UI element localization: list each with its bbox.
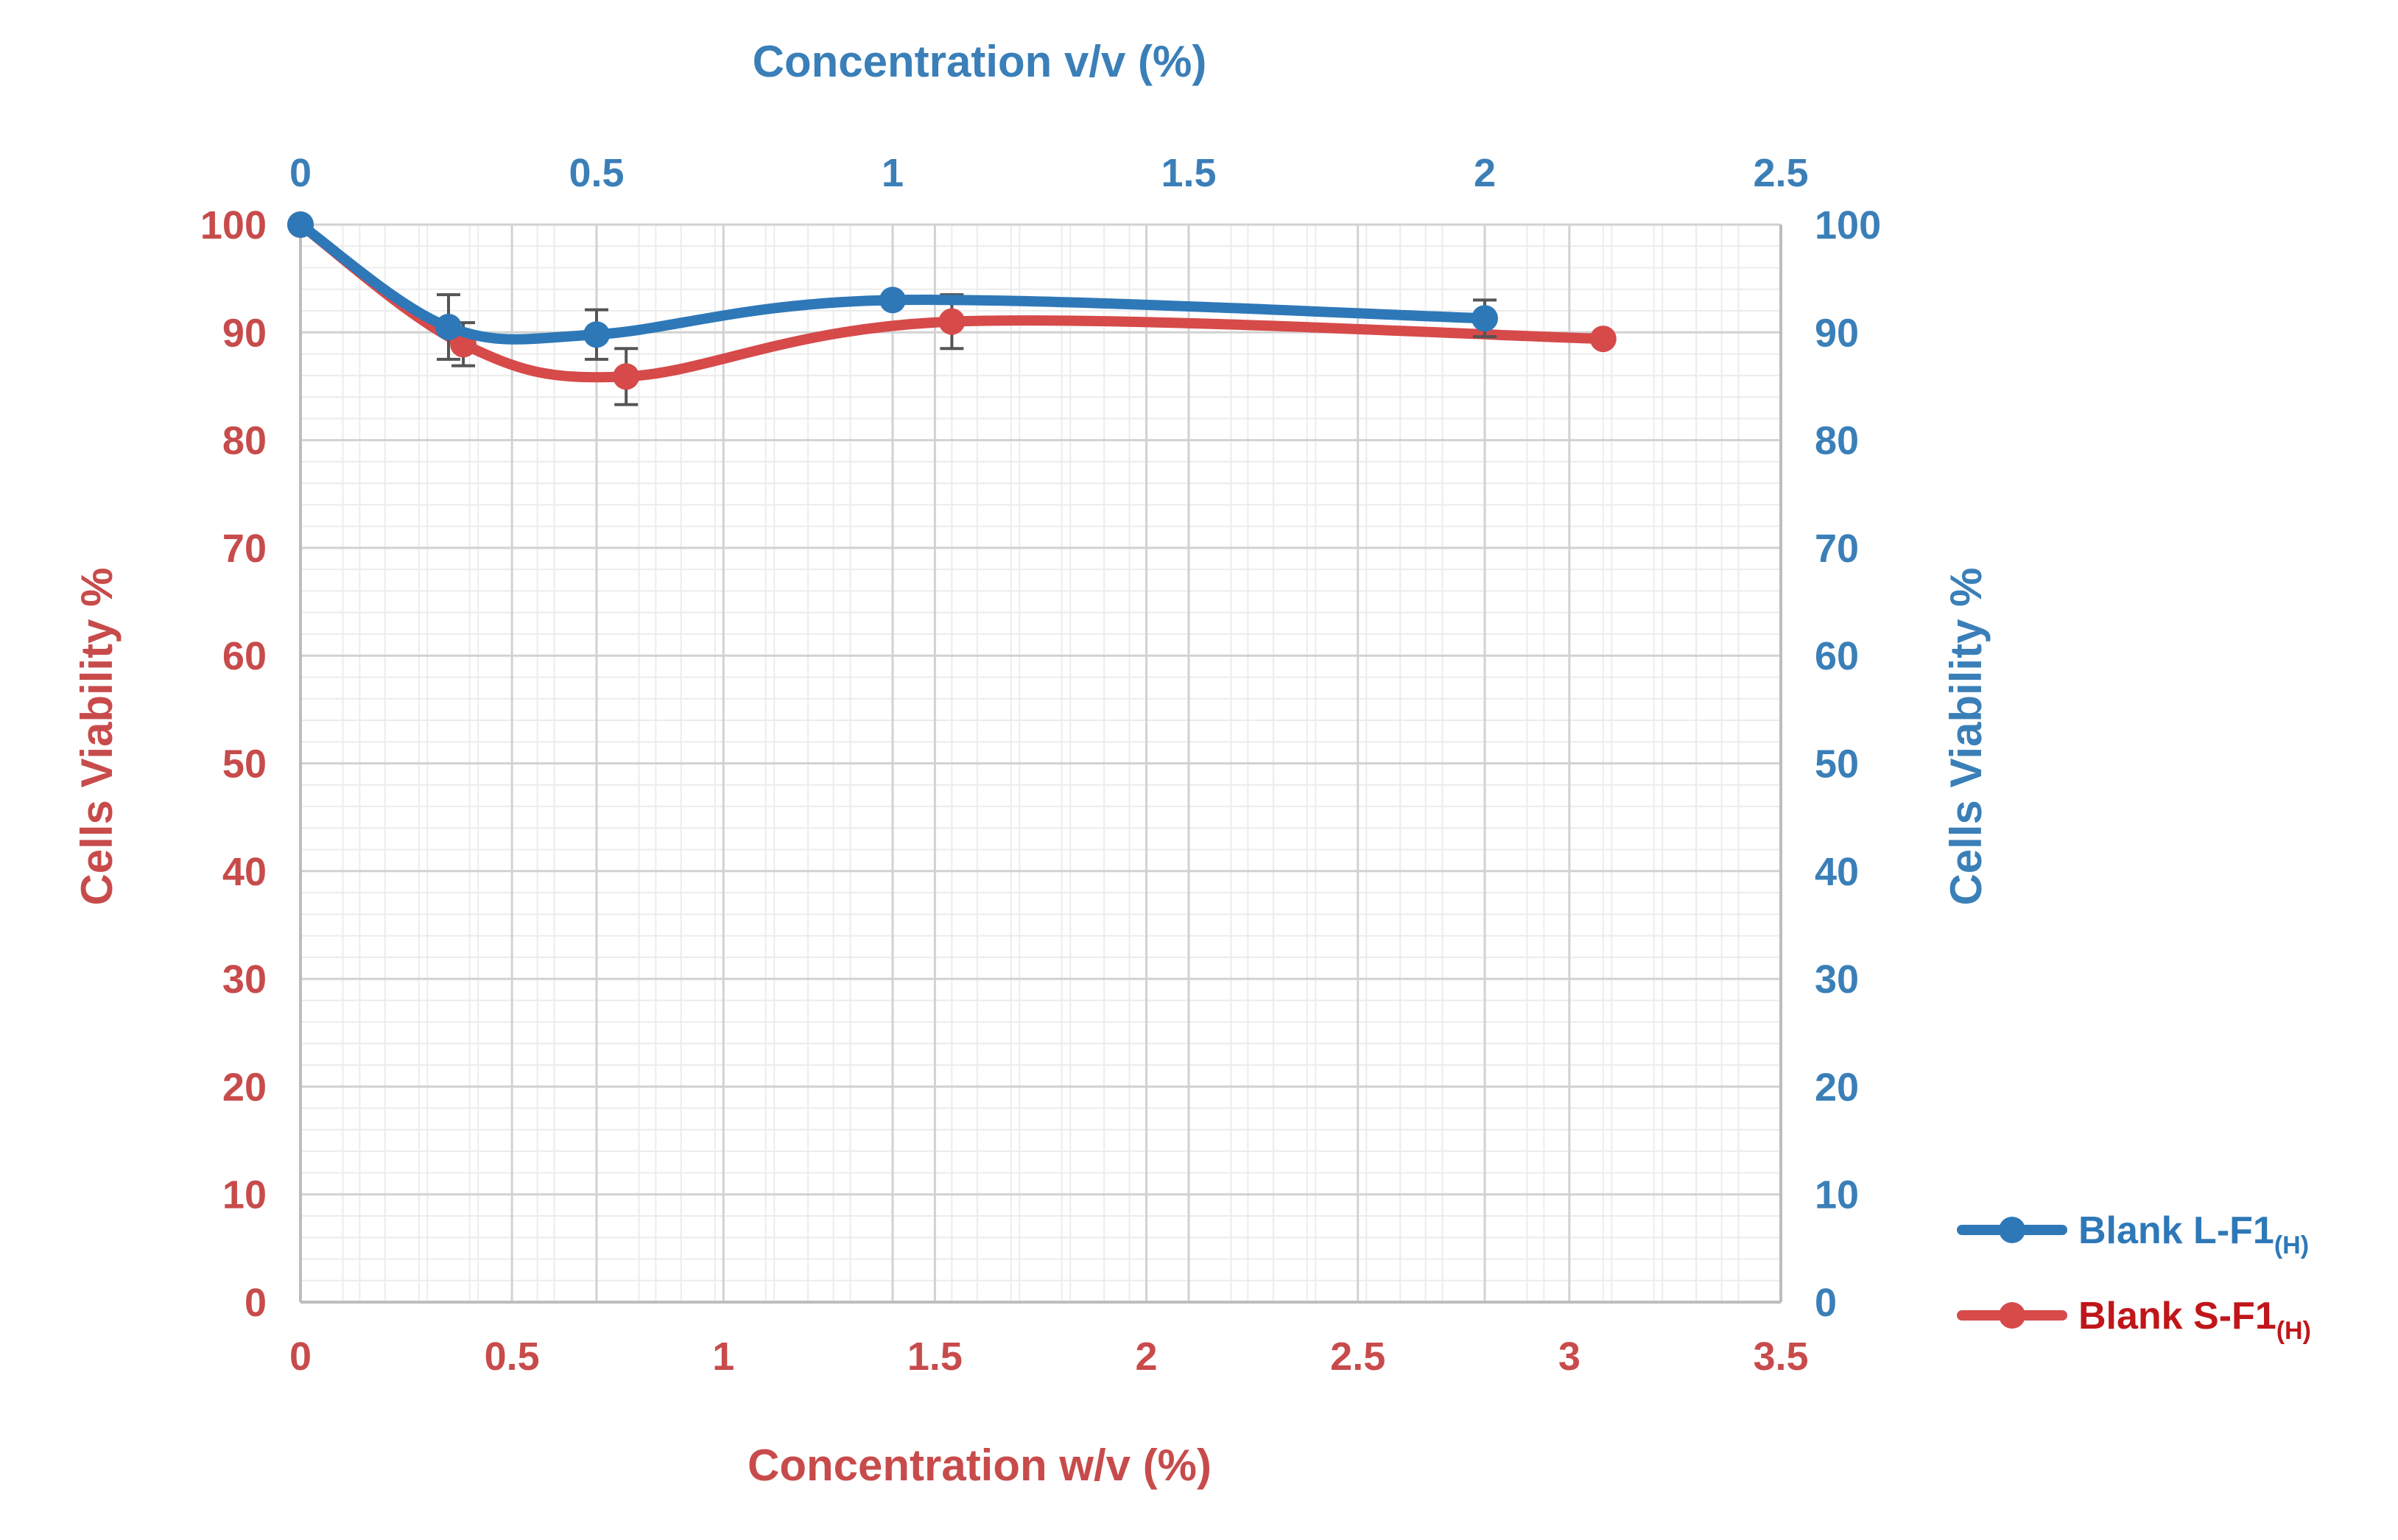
data-point — [938, 308, 966, 335]
top-x-tick-label: 1 — [882, 151, 904, 195]
legend-name: Blank L-F1 — [2078, 1209, 2274, 1252]
top-x-tick-label: 0.5 — [569, 151, 624, 195]
right-y-tick-label: 30 — [1815, 957, 1859, 1002]
bottom-x-tick-label: 2.5 — [1330, 1335, 1385, 1379]
legend-label-blank-s-f1: Blank S-F1(H) — [2078, 1295, 2311, 1345]
bottom-x-tick-label: 1 — [712, 1335, 734, 1379]
bottom-x-tick-label: 3 — [1558, 1335, 1580, 1379]
right-y-tick-label: 50 — [1815, 742, 1859, 787]
data-point — [1472, 305, 1498, 332]
left-y-tick-label: 90 — [222, 311, 267, 355]
legend-label-blank-l-f1: Blank L-F1(H) — [2078, 1209, 2309, 1259]
bottom-x-tick-label: 0 — [289, 1335, 312, 1379]
bottom-x-axis-title: Concentration w/v (%) — [748, 1441, 1212, 1490]
bottom-x-tick-label: 3.5 — [1753, 1335, 1808, 1379]
left-y-tick-label: 10 — [222, 1173, 267, 1217]
left-y-tick-label: 20 — [222, 1065, 267, 1109]
data-point — [583, 321, 610, 348]
right-y-axis-title: Cells Viability % — [1941, 567, 1991, 905]
gridlines — [299, 223, 1782, 1304]
legend-item-blank-s-f1: Blank S-F1(H) — [1957, 1295, 2311, 1345]
legend: Blank L-F1(H) Blank S-F1(H) — [1957, 1209, 2311, 1345]
legend-marker-blank-s-f1 — [1999, 1302, 2025, 1329]
left-y-tick-label: 100 — [200, 203, 267, 247]
left-y-tick-label: 50 — [222, 742, 267, 787]
series-line — [295, 219, 1490, 345]
legend-name: Blank S-F1 — [2078, 1295, 2276, 1337]
right-y-tick-label: 40 — [1815, 850, 1859, 894]
top-x-axis-title: Concentration v/v (%) — [753, 37, 1207, 86]
right-y-tick-label: 0 — [1815, 1281, 1837, 1325]
right-y-tick-label: 20 — [1815, 1065, 1859, 1109]
right-y-tick-label: 80 — [1815, 419, 1859, 463]
left-y-tick-label: 30 — [222, 957, 267, 1002]
legend-subscript: (H) — [2274, 1231, 2309, 1259]
top-x-tick-label: 1.5 — [1161, 151, 1216, 195]
data-point — [287, 211, 314, 238]
data-point — [435, 313, 462, 340]
bottom-x-tick-label: 2 — [1136, 1335, 1158, 1379]
right-y-tick-label: 90 — [1815, 311, 1859, 355]
left-y-tick-label: 60 — [222, 634, 267, 678]
top-x-tick-label: 2 — [1474, 151, 1496, 195]
legend-marker-blank-l-f1 — [1999, 1217, 2025, 1243]
series-blank-l-f1 — [287, 211, 1498, 361]
left-y-tick-label: 70 — [222, 527, 267, 571]
data-point — [1589, 326, 1617, 353]
right-y-tick-label: 60 — [1815, 634, 1859, 678]
legend-item-blank-l-f1: Blank L-F1(H) — [1957, 1209, 2309, 1259]
series — [287, 211, 1617, 407]
right-y-tick-label: 10 — [1815, 1173, 1859, 1217]
top-x-tick-label: 0 — [289, 151, 312, 195]
legend-subscript: (H) — [2276, 1317, 2311, 1345]
data-point — [879, 286, 906, 314]
data-point — [613, 363, 640, 390]
left-y-axis-title: Cells Viability % — [72, 567, 122, 905]
left-y-tick-label: 40 — [222, 850, 267, 894]
bottom-x-tick-label: 0.5 — [485, 1335, 540, 1379]
top-x-tick-label: 2.5 — [1753, 151, 1808, 195]
left-y-tick-label: 0 — [245, 1281, 267, 1325]
right-y-tick-label: 70 — [1815, 527, 1859, 571]
left-y-tick-label: 80 — [222, 419, 267, 463]
right-y-tick-label: 100 — [1815, 203, 1881, 247]
bottom-x-tick-label: 1.5 — [907, 1335, 963, 1379]
